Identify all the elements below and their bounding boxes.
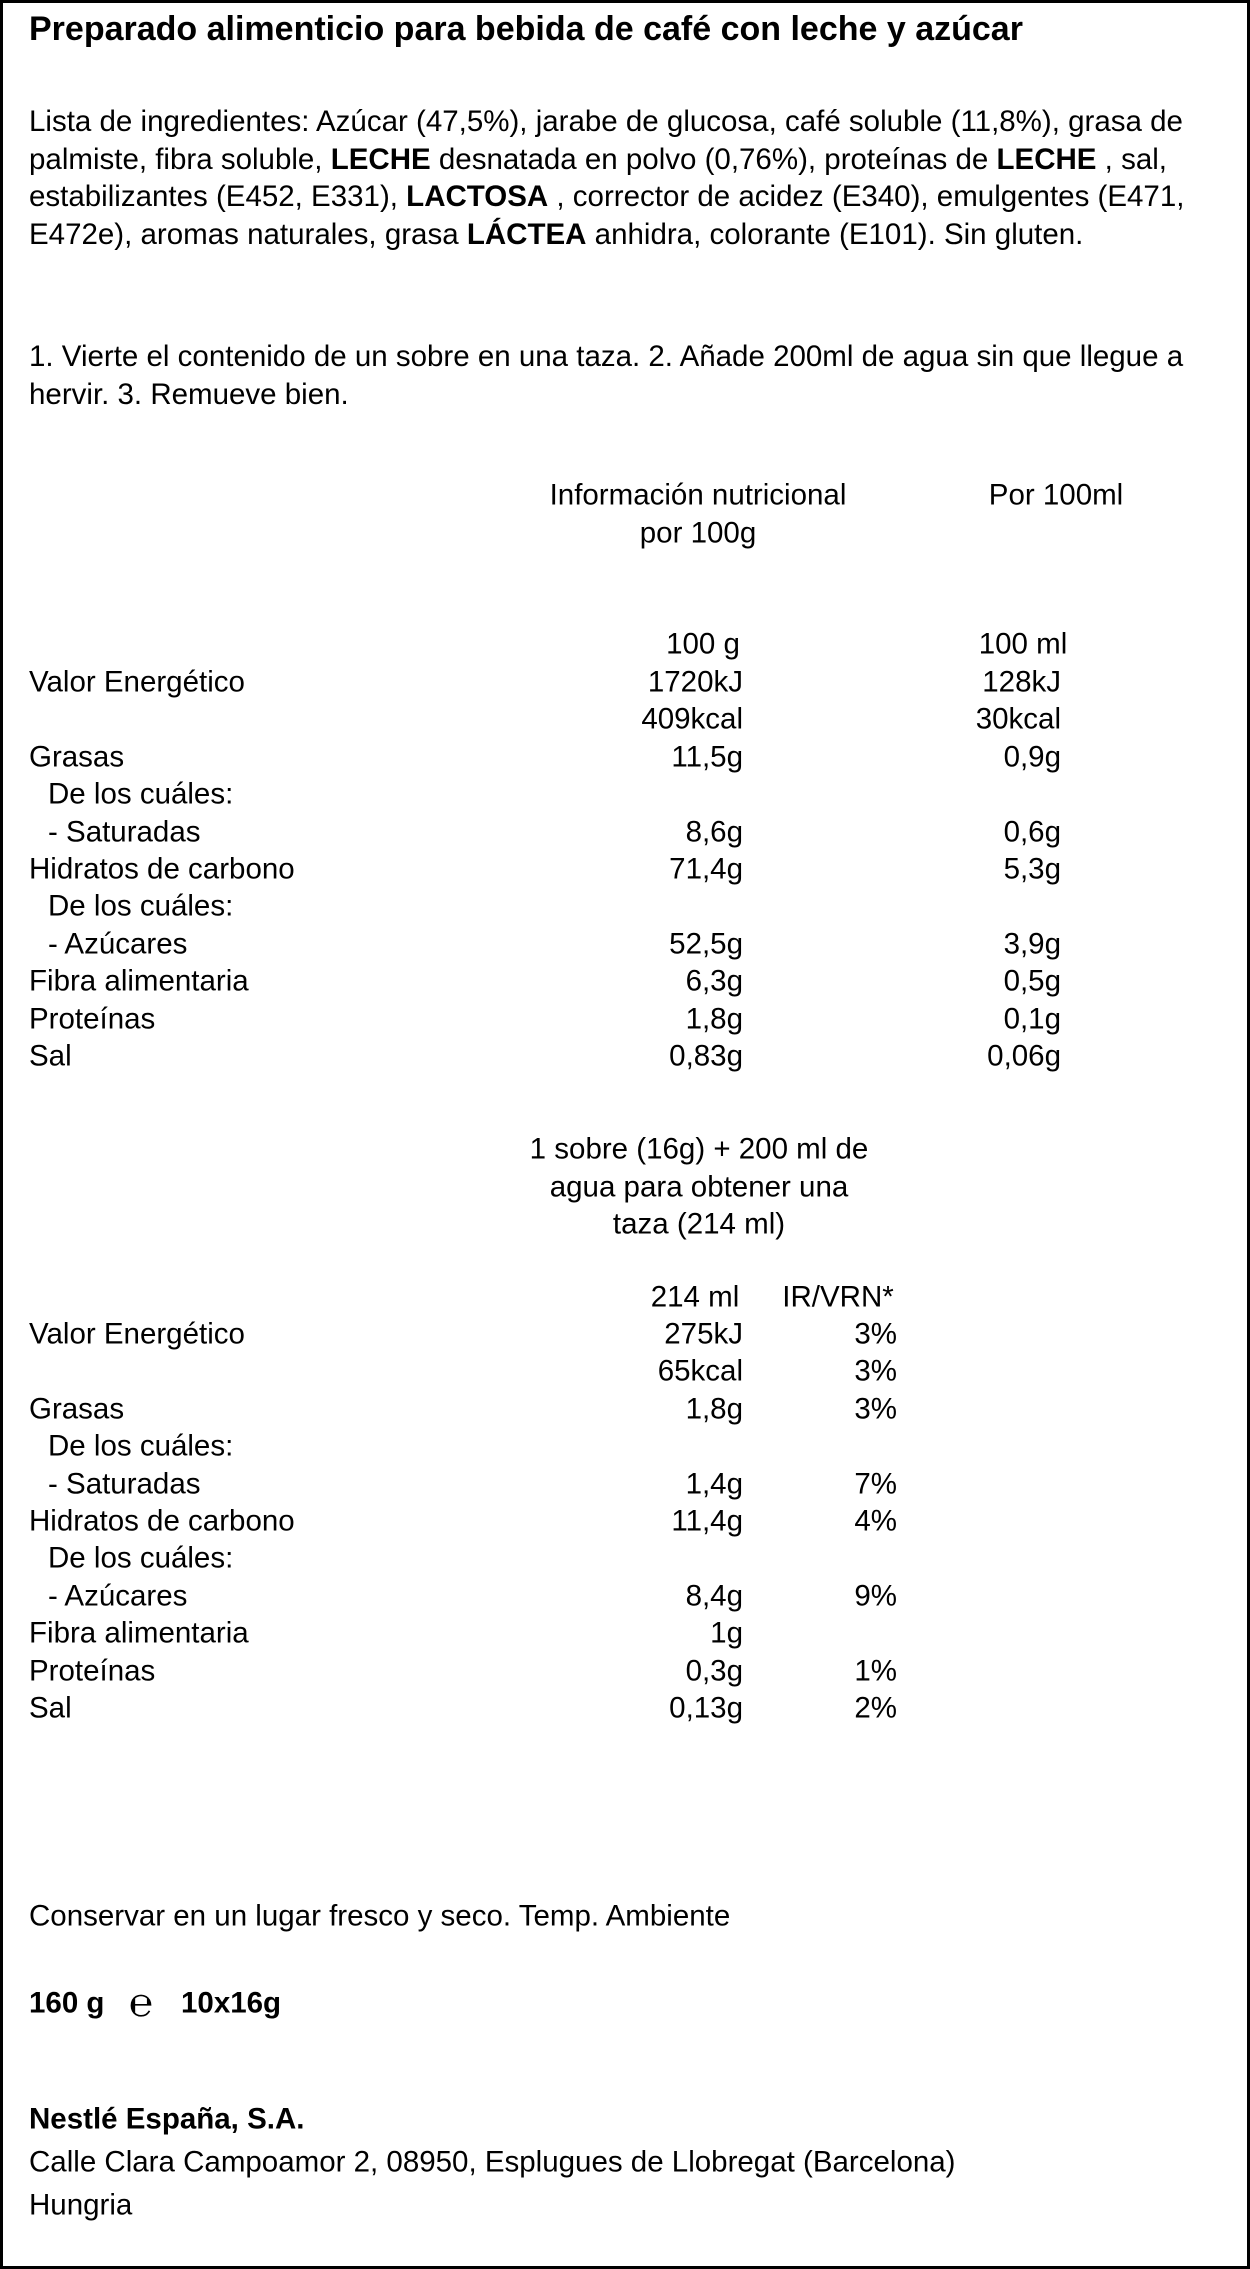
nutrient-value: 0,1g [1003, 1001, 1061, 1035]
row-label: Grasas [29, 1392, 125, 1426]
row-label: Sal [29, 1039, 72, 1073]
nutrient-value: 3% [854, 1392, 897, 1426]
nutrient-value: 0,3g [685, 1653, 743, 1687]
row-label: De los cuáles: [48, 889, 234, 923]
country: Hungria [29, 2188, 133, 2222]
nutrient-value: 275kJ [664, 1317, 743, 1351]
nutrient-value: 2% [854, 1691, 897, 1725]
row-label: De los cuáles: [48, 1541, 234, 1575]
storage: Conservar en un lugar fresco y seco. Tem… [29, 1899, 731, 1933]
nutrient-value: 7% [854, 1466, 897, 1500]
nutrient-value: 0,5g [1003, 964, 1061, 998]
nutrient-value: 1,8g [685, 1001, 743, 1035]
row-label: Proteínas [29, 1001, 156, 1035]
table-heading: Información nutricional [549, 478, 847, 512]
nutrient-value: 0,13g [669, 1691, 743, 1725]
allergen: LÁCTEA [466, 217, 587, 251]
nutrient-value: 1720kJ [647, 665, 743, 699]
nutrient-value: 3% [854, 1354, 897, 1388]
row-label: Proteínas [29, 1653, 156, 1687]
ingredients-text: desnatada en polvo (0,76%), proteínas de [430, 142, 997, 176]
nutrient-value: 9% [854, 1579, 897, 1613]
nutrient-value: 1% [854, 1653, 897, 1687]
table-heading: Por 100ml [988, 478, 1124, 512]
nutrient-value: 3,9g [1003, 927, 1061, 961]
column-head: 100 ml [978, 627, 1068, 661]
nutrient-value: 30kcal [975, 702, 1061, 736]
net-weight: 160 g [29, 1986, 105, 2020]
net-units: 10x16g [181, 1986, 282, 2020]
estimated-sign: ℮ [129, 1981, 154, 2025]
company-name: Nestlé España, S.A. [29, 2102, 305, 2136]
nutrient-value: 5,3g [1003, 852, 1061, 886]
ingredients: Lista de ingredientes: Azúcar (47,5%), j… [29, 103, 1214, 253]
table-heading: por 100g [639, 515, 757, 549]
ingredients-text: Lista de ingredientes: Azúcar (47,5%), j… [29, 105, 1183, 176]
ingredients-text: , corrector de acidez (E340), emulgentes… [29, 180, 1185, 251]
ingredients-text: anhidra, colorante (E101). Sin gluten. [586, 217, 1084, 251]
table-heading: agua para obtener una [549, 1169, 849, 1203]
column-head: 214 ml [650, 1280, 740, 1314]
row-label: De los cuáles: [48, 777, 234, 811]
nutrient-value: 65kcal [657, 1354, 743, 1388]
nutrient-value: 11,5g [671, 740, 743, 774]
column-head: 100 g [666, 627, 740, 661]
table-heading: 1 sobre (16g) + 200 ml de [529, 1132, 869, 1166]
nutrient-value: 0,9g [1003, 740, 1061, 774]
title: Preparado alimenticio para bebida de caf… [29, 10, 1023, 48]
row-label: Fibra alimentaria [29, 964, 249, 998]
company-address: Calle Clara Campoamor 2, 08950, Esplugue… [29, 2145, 956, 2179]
row-label: Sal [29, 1691, 72, 1725]
row-label: - Azúcares [48, 1579, 188, 1613]
nutrient-value: 0,06g [987, 1039, 1061, 1073]
instructions: 1. Vierte el contenido de un sobre en un… [29, 340, 1184, 411]
row-label: Hidratos de carbono [29, 852, 295, 886]
nutrient-value: 0,83g [669, 1039, 743, 1073]
nutrient-value: 1g [710, 1616, 743, 1650]
nutrient-value: 11,4g [671, 1504, 743, 1538]
row-label: Grasas [29, 740, 125, 774]
row-label: Hidratos de carbono [29, 1504, 295, 1538]
row-label: De los cuáles: [48, 1429, 234, 1463]
nutrient-value: 71,4g [669, 852, 743, 886]
nutrient-value: 409kcal [641, 702, 743, 736]
row-label: Fibra alimentaria [29, 1616, 249, 1650]
column-head: IR/VRN* [782, 1280, 894, 1314]
allergen: LACTOSA [406, 180, 549, 214]
row-label: - Saturadas [48, 1466, 201, 1500]
allergen: LECHE [996, 142, 1097, 176]
nutrient-value: 1,4g [685, 1466, 743, 1500]
nutrient-value: 6,3g [685, 964, 743, 998]
nutrient-value: 8,4g [685, 1579, 743, 1613]
table-heading: taza (214 ml) [612, 1207, 786, 1241]
nutrient-value: 52,5g [669, 927, 743, 961]
nutrient-value: 128kJ [982, 665, 1061, 699]
allergen: LECHE [330, 142, 431, 176]
nutrient-value: 8,6g [685, 814, 743, 848]
nutrient-value: 1,8g [685, 1392, 743, 1426]
row-label: - Saturadas [48, 814, 201, 848]
nutrient-value: 3% [854, 1317, 897, 1351]
row-label: - Azúcares [48, 927, 188, 961]
ingredients-text: , sal, estabilizantes (E452, E331), [29, 142, 1167, 214]
row-label: Valor Energético [29, 1317, 245, 1351]
nutrient-value: 4% [854, 1504, 897, 1538]
nutrient-value: 0,6g [1003, 814, 1061, 848]
row-label: Valor Energético [29, 665, 245, 699]
